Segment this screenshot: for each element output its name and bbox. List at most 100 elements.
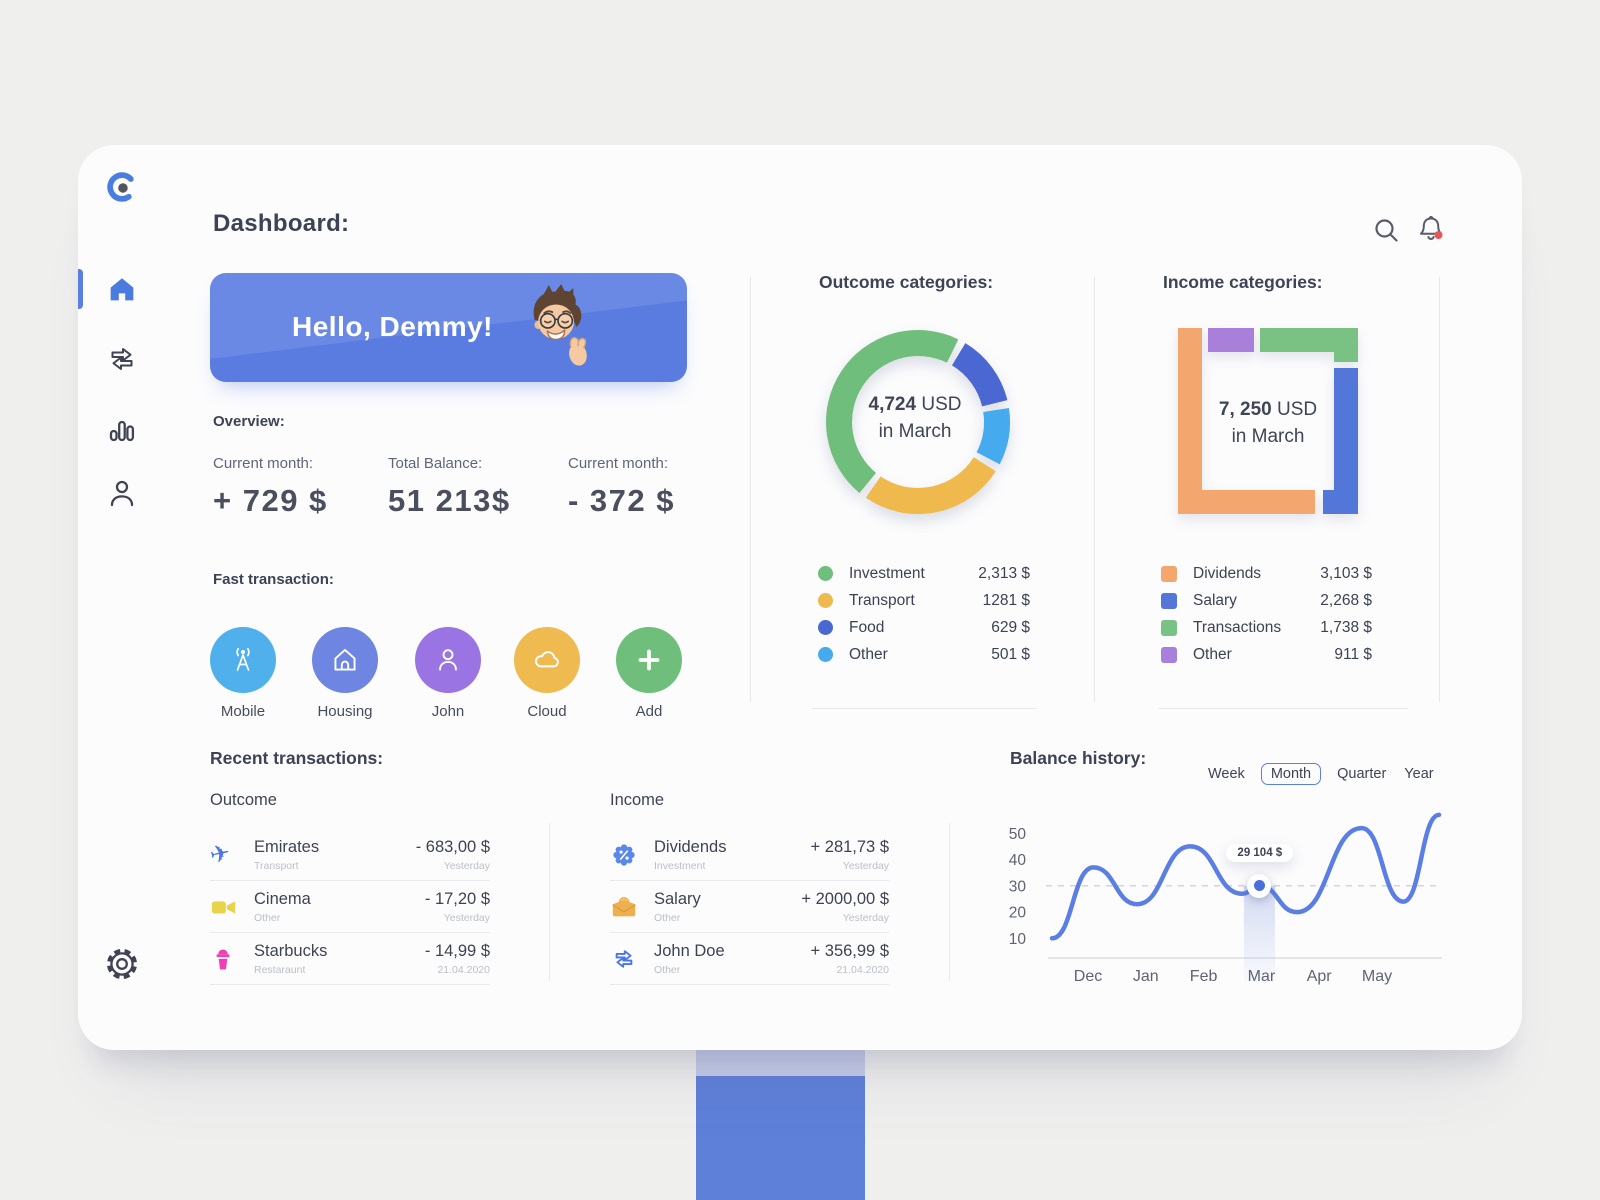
cloud-icon	[535, 651, 559, 668]
divider	[549, 823, 550, 981]
legend-item: Transport 1281 $	[818, 587, 1030, 614]
svg-text:Jan: Jan	[1133, 968, 1159, 985]
legend-swatch	[1161, 619, 1177, 636]
legend-dot	[818, 620, 833, 635]
sidebar-item-settings[interactable]	[103, 945, 141, 983]
fast-button-mobile[interactable]	[210, 627, 276, 693]
ring-logo-icon	[107, 172, 137, 202]
greeting-text: Hello, Demmy!	[292, 311, 493, 342]
outcome-legend: Investment 2,313 $ Transport 1281 $ Food…	[818, 560, 1030, 668]
search-icon	[1375, 219, 1398, 242]
svg-text:May: May	[1362, 968, 1392, 985]
overview-current-month-income: + 729 $	[213, 483, 328, 518]
video-camera-icon	[210, 893, 254, 921]
home-icon	[110, 278, 134, 301]
app-logo	[103, 168, 141, 206]
overview-col-label: Current month:	[213, 455, 314, 472]
transaction-row[interactable]: Cinema Other - 17,20 $ Yesterday	[210, 881, 490, 933]
fast-button-label: Add	[635, 703, 663, 720]
fast-button-label: Housing	[317, 703, 373, 720]
overview-current-month-outcome: - 372 $	[568, 483, 676, 518]
svg-text:Apr: Apr	[1307, 968, 1333, 985]
plus-icon	[638, 649, 660, 671]
monitor-stand-neck	[696, 1048, 865, 1076]
transaction-row[interactable]: John Doe Other + 356,99 $ 21.04.2020	[610, 933, 889, 985]
balance-history-title: Balance history:	[1010, 748, 1147, 768]
divider	[750, 277, 751, 702]
percent-badge-icon	[610, 841, 654, 869]
legend-item: Transactions 1,738 $	[1161, 614, 1372, 641]
bar-chart-icon	[109, 420, 135, 442]
legend-item: Other 911 $	[1161, 641, 1372, 668]
sidebar-active-indicator	[78, 269, 83, 309]
income-square-chart	[1178, 328, 1358, 514]
tab-week[interactable]: Week	[1208, 766, 1245, 782]
house-icon	[334, 648, 356, 671]
sidebar-item-profile[interactable]	[103, 474, 141, 512]
fast-button-label: Mobile	[220, 703, 266, 720]
overview-col-label: Current month:	[568, 455, 669, 472]
svg-text:Mar: Mar	[1248, 968, 1276, 985]
sidebar-item-statistics[interactable]	[103, 409, 141, 447]
range-tabs: Week Month Quarter Year	[1206, 763, 1436, 785]
svg-text:30: 30	[1009, 878, 1027, 895]
chart-tooltip: 29 104 $	[1226, 843, 1294, 862]
monitor-stand-base	[696, 1076, 865, 1200]
drink-cup-icon	[210, 945, 254, 973]
legend-swatch	[1161, 646, 1177, 663]
divider	[1158, 708, 1408, 709]
outcome-donut-chart	[826, 330, 1010, 514]
recent-transactions-title: Recent transactions:	[210, 748, 384, 768]
plane-icon: ✈	[207, 839, 233, 870]
greeting-banner[interactable]: Hello, Demmy!	[210, 273, 687, 382]
legend-item: Dividends 3,103 $	[1161, 560, 1372, 587]
overview-total-balance: 51 213$	[388, 483, 511, 518]
balance-history-chart: 50 40 30 20 10 Dec Jan Feb Mar Apr May	[1009, 812, 1442, 985]
chart-data-point-marker[interactable]	[1247, 873, 1272, 898]
page-title: Dashboard:	[213, 210, 350, 237]
fast-button-john[interactable]	[415, 627, 481, 693]
avatar-memoji	[520, 283, 592, 375]
sidebar-item-transfers[interactable]	[103, 340, 141, 378]
fast-transaction-label: Fast transaction:	[213, 571, 334, 588]
tab-month[interactable]: Month	[1260, 763, 1322, 785]
transaction-row[interactable]: Starbucks Restaraunt - 14,99 $ 21.04.202…	[210, 933, 490, 985]
legend-item: Salary 2,268 $	[1161, 587, 1372, 614]
legend-item: Other 501 $	[818, 641, 1030, 668]
svg-text:10: 10	[1009, 931, 1027, 948]
divider	[812, 708, 1037, 709]
legend-item: Investment 2,313 $	[818, 560, 1030, 587]
sidebar-item-home[interactable]	[103, 271, 141, 309]
notifications-button[interactable]	[1414, 212, 1448, 246]
fast-button-cloud[interactable]	[514, 627, 580, 693]
legend-swatch	[1161, 592, 1177, 609]
fast-button-add[interactable]	[616, 627, 682, 693]
legend-item: Food 629 $	[818, 614, 1030, 641]
search-button[interactable]	[1371, 215, 1403, 247]
antenna-icon	[236, 647, 250, 671]
transaction-row[interactable]: Dividends Investment + 281,73 $ Yesterda…	[610, 829, 889, 881]
user-icon	[110, 480, 134, 507]
divider	[1094, 277, 1095, 702]
fast-button-label: Cloud	[527, 703, 567, 720]
outcome-chart-center-label: 4,724 USD in March	[868, 394, 962, 442]
svg-text:Dec: Dec	[1074, 968, 1102, 985]
legend-swatch	[1161, 565, 1177, 582]
fast-button-housing[interactable]	[312, 627, 378, 693]
income-legend: Dividends 3,103 $ Salary 2,268 $ Transac…	[1161, 560, 1372, 668]
fast-button-label: John	[431, 703, 465, 720]
legend-dot	[818, 593, 833, 608]
outcome-transactions-list: ✈ Emirates Transport - 683,00 $ Yesterda…	[207, 829, 490, 985]
envelope-money-icon	[610, 893, 654, 921]
income-column-header: Income	[610, 791, 665, 809]
transaction-row[interactable]: ✈ Emirates Transport - 683,00 $ Yesterda…	[207, 829, 490, 881]
transaction-row[interactable]: Salary Other + 2000,00 $ Yesterday	[610, 881, 889, 933]
svg-text:50: 50	[1009, 826, 1027, 843]
legend-dot	[818, 647, 833, 662]
tab-year[interactable]: Year	[1404, 766, 1434, 782]
divider	[1439, 277, 1440, 702]
tab-quarter[interactable]: Quarter	[1337, 766, 1387, 782]
outcome-column-header: Outcome	[210, 791, 277, 809]
divider	[949, 823, 950, 981]
svg-text:Feb: Feb	[1190, 968, 1218, 985]
